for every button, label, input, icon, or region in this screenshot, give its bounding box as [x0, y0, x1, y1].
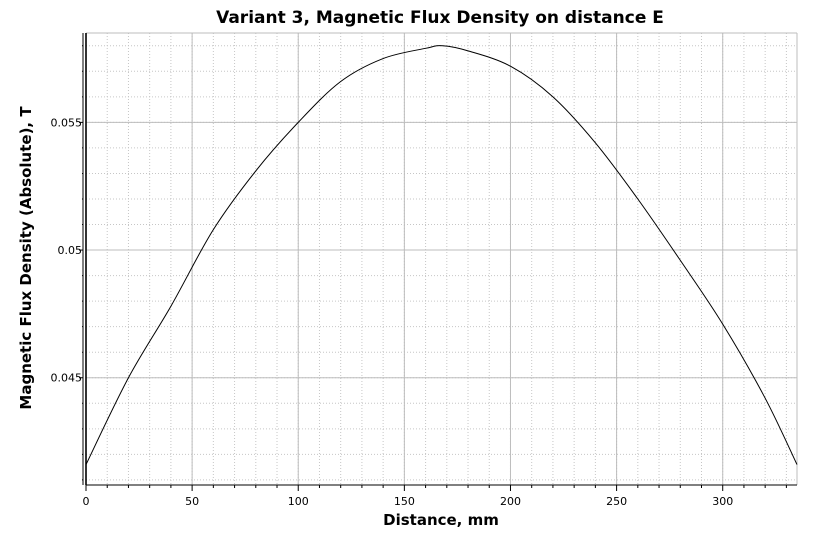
x-tick-label: 300 — [712, 495, 733, 508]
chart-title: Variant 3, Magnetic Flux Density on dist… — [216, 8, 664, 28]
x-tick-label: 150 — [394, 495, 415, 508]
axes — [82, 33, 797, 486]
series-line — [85, 45, 798, 465]
y-tick-label: 0.055 — [51, 116, 83, 129]
x-tick-label: 200 — [500, 495, 521, 508]
y-axis-ticks: 0.045 0.05 0.055 — [51, 45, 83, 481]
x-tick-label: 0 — [83, 495, 90, 508]
x-axis-ticks: 0 50 100 150 200 250 300 — [83, 485, 787, 508]
series-layer — [85, 45, 798, 465]
x-tick-label: 50 — [185, 495, 199, 508]
y-tick-label: 0.045 — [51, 372, 83, 385]
x-axis-label: Distance, mm — [383, 511, 499, 529]
x-tick-label: 250 — [606, 495, 627, 508]
x-tick-label: 100 — [288, 495, 309, 508]
y-tick-label: 0.05 — [58, 244, 83, 257]
y-axis-label: Magnetic Flux Density (Absolute), T — [17, 106, 35, 410]
